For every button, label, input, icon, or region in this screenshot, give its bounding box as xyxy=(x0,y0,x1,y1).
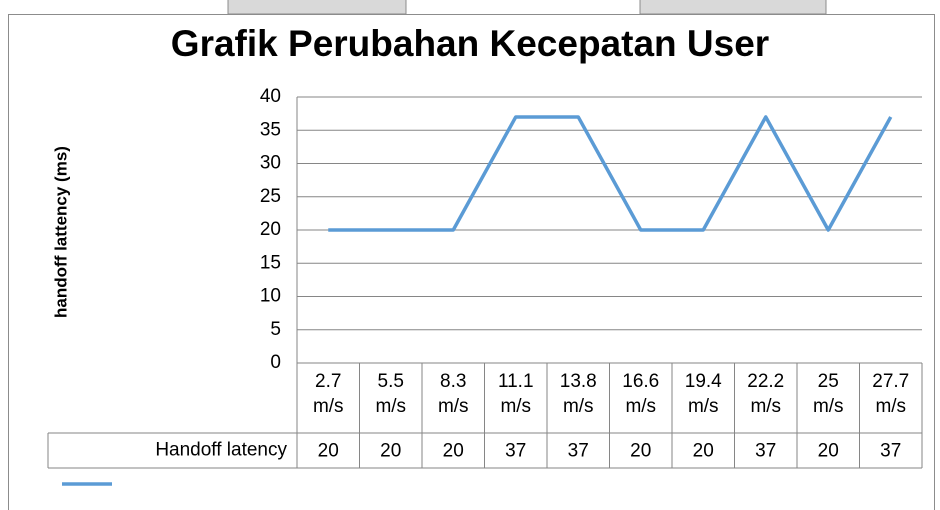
x-tick-label: 13.8 m/s xyxy=(559,371,597,417)
y-tick-label: 5 xyxy=(270,319,281,340)
x-tick-label: 2.7 m/s xyxy=(312,371,344,417)
chart-frame xyxy=(8,14,935,510)
table-value: 37 xyxy=(880,441,901,462)
y-tick-label: 40 xyxy=(260,86,281,107)
x-tick-label: 16.6 m/s xyxy=(622,371,660,417)
table-value: 20 xyxy=(443,441,464,462)
x-tick-label: 11.1 m/s xyxy=(497,371,534,417)
legend-label: Handoff latency xyxy=(155,440,287,461)
x-tick-label: 22.2 m/s xyxy=(747,371,785,417)
table-value: 37 xyxy=(505,441,526,462)
y-tick-label: 25 xyxy=(260,186,281,207)
x-tick-label: 5.5 m/s xyxy=(375,371,407,417)
x-tick-label: 27.7 m/s xyxy=(872,371,910,417)
y-tick-label: 15 xyxy=(260,252,281,273)
y-tick-label: 0 xyxy=(270,352,281,373)
table-value: 20 xyxy=(693,441,714,462)
tab xyxy=(227,0,407,15)
y-tick-label: 20 xyxy=(260,219,281,240)
y-axis-label: handoff lattency (ms) xyxy=(51,146,70,318)
table-value: 20 xyxy=(380,441,401,462)
table-value: 20 xyxy=(318,441,339,462)
x-tick-label: 19.4 m/s xyxy=(684,371,722,417)
y-tick-label: 35 xyxy=(260,119,281,140)
table-value: 37 xyxy=(755,441,776,462)
line-series xyxy=(328,115,893,232)
table-value: 20 xyxy=(818,441,839,462)
y-tick-label: 30 xyxy=(260,153,281,174)
x-tick-label: 25 m/s xyxy=(812,371,844,417)
chart-title: Grafik Perubahan Kecepatan User xyxy=(171,23,769,64)
table-value: 37 xyxy=(568,441,589,462)
tab xyxy=(639,0,827,15)
table-value: 20 xyxy=(630,441,651,462)
y-tick-label: 10 xyxy=(260,286,281,307)
x-tick-label: 8.3 m/s xyxy=(437,371,469,417)
